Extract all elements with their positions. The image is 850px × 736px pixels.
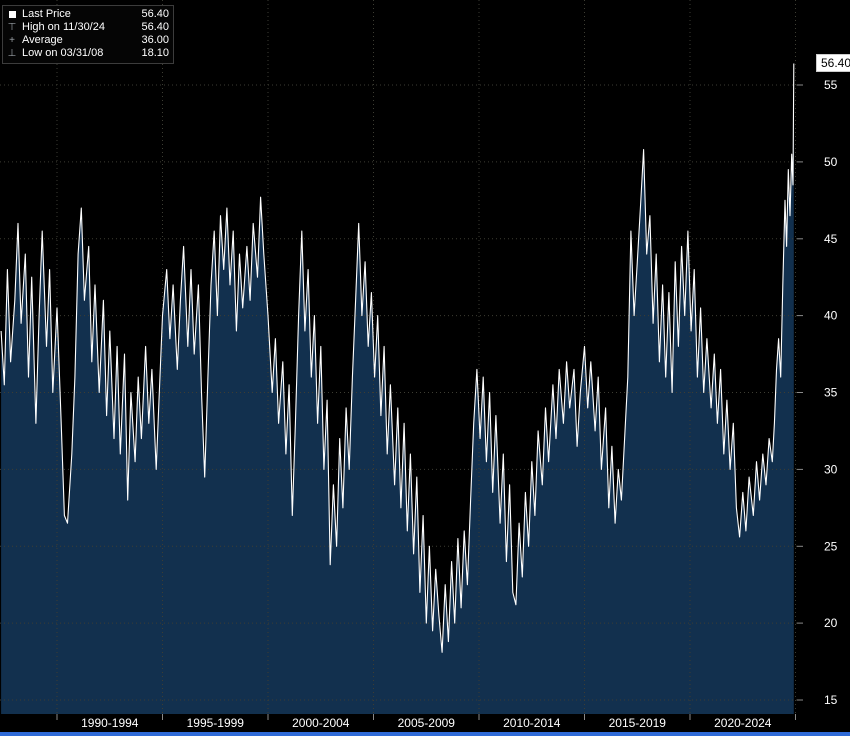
legend-value: 56.40	[141, 8, 169, 20]
bottom-divider-bar	[0, 732, 850, 736]
x-axis-label: 1995-1999	[187, 716, 245, 730]
y-tick-label: 55	[824, 78, 838, 92]
chart-legend: Last Price 56.40 ⊤ High on 11/30/24 56.4…	[2, 5, 174, 64]
high-marker-icon: ⊤	[7, 22, 17, 33]
legend-row-high[interactable]: ⊤ High on 11/30/24 56.40	[6, 21, 169, 34]
x-axis-label: 2010-2014	[503, 716, 561, 730]
y-tick-label: 45	[824, 232, 838, 246]
y-tick-label: 35	[824, 386, 838, 400]
last-price-square-icon	[6, 11, 18, 18]
legend-label: Average	[22, 34, 63, 46]
legend-row-low[interactable]: ⊥ Low on 03/31/08 18.10	[6, 47, 169, 60]
y-tick-label: 20	[824, 616, 838, 630]
legend-value: 18.10	[141, 47, 169, 59]
x-axis-label: 2020-2024	[714, 716, 772, 730]
last-price-badge: 56.40	[816, 54, 850, 72]
x-axis-label: 2005-2009	[398, 716, 456, 730]
legend-value: 56.40	[141, 21, 169, 33]
legend-value: 36.00	[141, 34, 169, 46]
legend-row-average[interactable]: + Average 36.00	[6, 34, 169, 47]
y-tick-label: 25	[824, 539, 838, 553]
x-axis-label: 1990-1994	[81, 716, 139, 730]
legend-label: High on 11/30/24	[22, 21, 105, 33]
low-marker-icon: ⊥	[7, 48, 17, 59]
price-line	[0, 63, 795, 653]
x-axis-label: 2015-2019	[609, 716, 667, 730]
y-tick-label: 40	[824, 309, 838, 323]
y-tick-label: 30	[824, 462, 838, 476]
area-fill	[1, 63, 794, 714]
average-marker-icon: +	[9, 35, 15, 46]
y-tick-label: 50	[824, 155, 838, 169]
y-tick-label: 15	[824, 693, 838, 707]
legend-label: Low on 03/31/08	[22, 47, 104, 59]
x-axis-label: 2000-2004	[292, 716, 350, 730]
legend-label: Last Price	[22, 8, 71, 20]
legend-row-last-price[interactable]: Last Price 56.40	[6, 8, 169, 21]
